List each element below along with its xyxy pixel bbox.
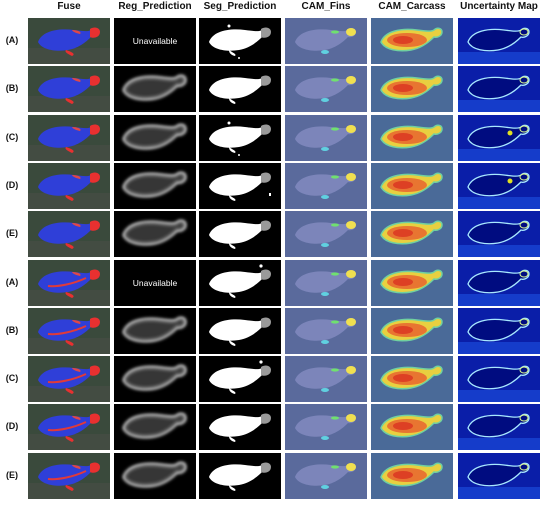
image-cam_carcass bbox=[371, 18, 453, 64]
image-cam_fins bbox=[285, 114, 367, 161]
image-seg bbox=[199, 18, 281, 64]
image-fuse bbox=[28, 452, 110, 499]
image-fuse bbox=[28, 259, 110, 306]
image-reg: Unavailable bbox=[114, 259, 196, 306]
image-seg bbox=[199, 259, 281, 306]
image-cam_fins bbox=[285, 162, 367, 209]
image-cam_carcass bbox=[371, 452, 453, 499]
image-seg bbox=[199, 114, 281, 161]
image-cam_fins bbox=[285, 66, 367, 113]
row-label: (D) bbox=[5, 179, 19, 190]
image-cam_fins bbox=[285, 404, 367, 451]
image-uncert bbox=[458, 259, 540, 306]
image-uncert bbox=[458, 307, 540, 354]
image-cam_carcass bbox=[371, 162, 453, 209]
unavailable-label: Unavailable bbox=[132, 277, 178, 288]
column-header-reg: Reg_Prediction bbox=[118, 1, 192, 12]
image-cam_fins bbox=[285, 452, 367, 499]
image-cam_fins bbox=[285, 356, 367, 403]
image-seg bbox=[199, 162, 281, 209]
image-cam_carcass bbox=[371, 114, 453, 161]
column-header-cam_fins: CAM_Fins bbox=[301, 1, 351, 12]
row-label: (D) bbox=[5, 421, 19, 432]
image-cam_carcass bbox=[371, 356, 453, 403]
column-header-uncert: Uncertainty Map bbox=[460, 1, 538, 12]
image-reg bbox=[114, 66, 196, 113]
row-label: (E) bbox=[6, 469, 18, 480]
image-fuse bbox=[28, 18, 110, 64]
image-cam_carcass bbox=[371, 307, 453, 354]
image-cam_carcass bbox=[371, 211, 453, 258]
row-label: (C) bbox=[5, 131, 19, 142]
image-cam_fins bbox=[285, 18, 367, 64]
image-seg bbox=[199, 356, 281, 403]
image-cam_carcass bbox=[371, 66, 453, 113]
image-reg bbox=[114, 404, 196, 451]
row-label: (A) bbox=[5, 276, 19, 287]
row-label: (C) bbox=[5, 373, 19, 384]
image-fuse bbox=[28, 307, 110, 354]
image-fuse bbox=[28, 404, 110, 451]
image-cam_fins bbox=[285, 211, 367, 258]
image-fuse bbox=[28, 356, 110, 403]
image-fuse bbox=[28, 114, 110, 161]
image-uncert bbox=[458, 18, 540, 64]
column-header-seg: Seg_Prediction bbox=[203, 1, 277, 12]
image-reg bbox=[114, 307, 196, 354]
image-reg bbox=[114, 356, 196, 403]
column-header-cam_carcass: CAM_Carcass bbox=[378, 1, 446, 12]
image-cam_carcass bbox=[371, 404, 453, 451]
image-reg: Unavailable bbox=[114, 18, 196, 64]
image-fuse bbox=[28, 66, 110, 113]
image-uncert bbox=[458, 356, 540, 403]
row-label: (B) bbox=[5, 324, 19, 335]
image-uncert bbox=[458, 404, 540, 451]
image-reg bbox=[114, 452, 196, 499]
image-seg bbox=[199, 452, 281, 499]
image-cam_fins bbox=[285, 259, 367, 306]
image-uncert bbox=[458, 66, 540, 113]
image-seg bbox=[199, 307, 281, 354]
image-seg bbox=[199, 404, 281, 451]
image-seg bbox=[199, 211, 281, 258]
row-label: (B) bbox=[5, 83, 19, 94]
image-reg bbox=[114, 211, 196, 258]
row-label: (A) bbox=[5, 35, 19, 45]
image-fuse bbox=[28, 162, 110, 209]
row-label: (E) bbox=[6, 228, 18, 239]
image-seg bbox=[199, 66, 281, 113]
column-header-fuse: Fuse bbox=[57, 1, 81, 12]
image-uncert bbox=[458, 162, 540, 209]
image-cam_carcass bbox=[371, 259, 453, 306]
image-reg bbox=[114, 162, 196, 209]
image-reg bbox=[114, 114, 196, 161]
image-cam_fins bbox=[285, 307, 367, 354]
image-fuse bbox=[28, 211, 110, 258]
image-uncert bbox=[458, 211, 540, 258]
image-uncert bbox=[458, 452, 540, 499]
unavailable-label: Unavailable bbox=[132, 36, 178, 46]
image-uncert bbox=[458, 114, 540, 161]
